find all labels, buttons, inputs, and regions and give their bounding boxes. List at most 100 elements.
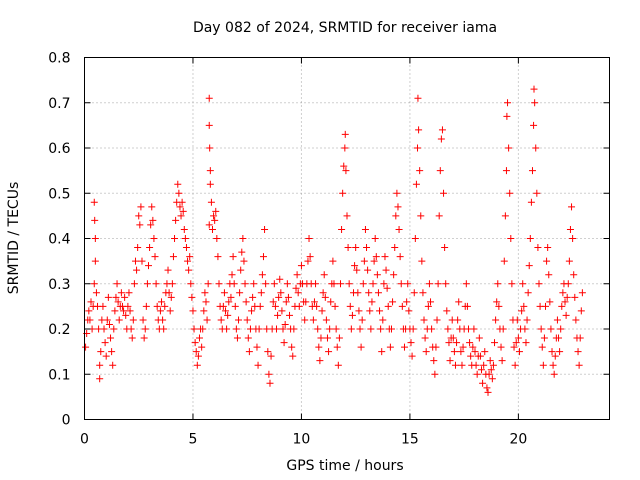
data-point — [418, 257, 426, 265]
data-point — [130, 280, 138, 288]
data-point — [467, 352, 475, 360]
data-point — [301, 316, 309, 324]
data-point — [127, 325, 135, 333]
data-point — [293, 271, 301, 279]
data-point — [577, 307, 585, 315]
data-point — [115, 316, 123, 324]
data-point — [325, 348, 333, 356]
data-point — [165, 289, 173, 297]
data-point — [257, 289, 265, 297]
data-point — [373, 271, 381, 279]
data-point — [475, 334, 483, 342]
data-point — [149, 216, 157, 224]
data-point — [200, 307, 208, 315]
data-point — [133, 266, 141, 274]
grid — [84, 57, 610, 420]
data-point — [534, 244, 542, 252]
data-point — [228, 271, 236, 279]
data-point — [384, 302, 392, 310]
data-point — [341, 130, 349, 138]
data-point — [150, 235, 158, 242]
data-point — [463, 302, 471, 310]
data-point — [513, 316, 521, 324]
data-point — [553, 316, 561, 324]
data-point — [515, 348, 523, 356]
data-point — [530, 121, 538, 129]
data-point — [91, 257, 99, 265]
data-point — [326, 325, 334, 333]
data-point — [193, 361, 201, 369]
data-point — [491, 339, 499, 347]
y-tick-label: 0.4 — [48, 232, 70, 248]
data-point — [400, 343, 408, 351]
data-point — [486, 357, 494, 365]
data-point — [507, 235, 515, 242]
data-point — [476, 352, 484, 360]
data-point — [206, 167, 214, 175]
data-point — [499, 325, 507, 333]
chart-title: Day 082 of 2024, SRMTID for receiver iam… — [193, 20, 497, 36]
data-point — [223, 325, 231, 333]
data-point — [480, 361, 488, 369]
data-point — [335, 334, 343, 342]
data-point — [484, 388, 492, 396]
data-point — [258, 271, 266, 279]
data-point — [227, 293, 235, 301]
data-point — [166, 307, 174, 315]
x-tick-label: 20 — [509, 432, 527, 448]
data-point — [177, 212, 185, 220]
data-point — [332, 325, 340, 333]
x-tick-label: 5 — [189, 432, 198, 448]
data-point — [493, 298, 501, 306]
data-point — [267, 352, 275, 360]
y-axis-label: SRMTID / TECUs — [6, 182, 22, 295]
data-point — [272, 325, 280, 333]
data-point — [548, 348, 556, 356]
data-point — [340, 162, 348, 170]
data-point — [521, 325, 529, 333]
data-point — [347, 325, 355, 333]
data-point — [86, 316, 94, 324]
y-tick-label: 0.3 — [48, 277, 70, 293]
data-point — [502, 167, 510, 175]
data-point — [103, 316, 111, 324]
data-point — [342, 167, 350, 175]
data-point — [379, 316, 387, 324]
data-point — [238, 248, 246, 256]
x-axis-label: GPS time / hours — [286, 458, 403, 474]
y-tick-label: 0.8 — [48, 51, 70, 67]
data-point — [90, 198, 98, 206]
data-point — [472, 361, 480, 369]
data-point — [271, 302, 279, 310]
data-point — [403, 298, 411, 306]
data-point — [178, 198, 186, 206]
data-point — [262, 280, 270, 288]
data-point — [575, 361, 583, 369]
data-point — [182, 244, 190, 252]
data-point — [310, 298, 318, 306]
data-point — [266, 379, 274, 387]
data-point — [290, 325, 298, 333]
data-point — [344, 244, 352, 252]
data-point — [205, 94, 213, 102]
data-point — [372, 253, 380, 261]
tick-labels: 0 0.1 0.2 0.3 0.4 0.5 0.6 0.7 0.8 0 5 10 15 20 — [48, 51, 527, 448]
data-point — [125, 289, 133, 297]
data-point — [111, 307, 119, 315]
data-point — [211, 216, 219, 224]
data-point — [312, 280, 320, 288]
data-point — [524, 289, 532, 297]
data-point — [250, 280, 258, 288]
data-point — [320, 271, 328, 279]
data-point — [283, 280, 291, 288]
data-point — [365, 289, 373, 297]
data-point — [131, 257, 139, 265]
data-point — [102, 352, 110, 360]
data-point — [152, 280, 160, 288]
data-point — [172, 216, 180, 224]
data-point — [550, 370, 558, 378]
data-point — [330, 280, 338, 288]
data-point — [561, 298, 569, 306]
data-point — [314, 325, 322, 333]
data-point — [414, 94, 422, 102]
